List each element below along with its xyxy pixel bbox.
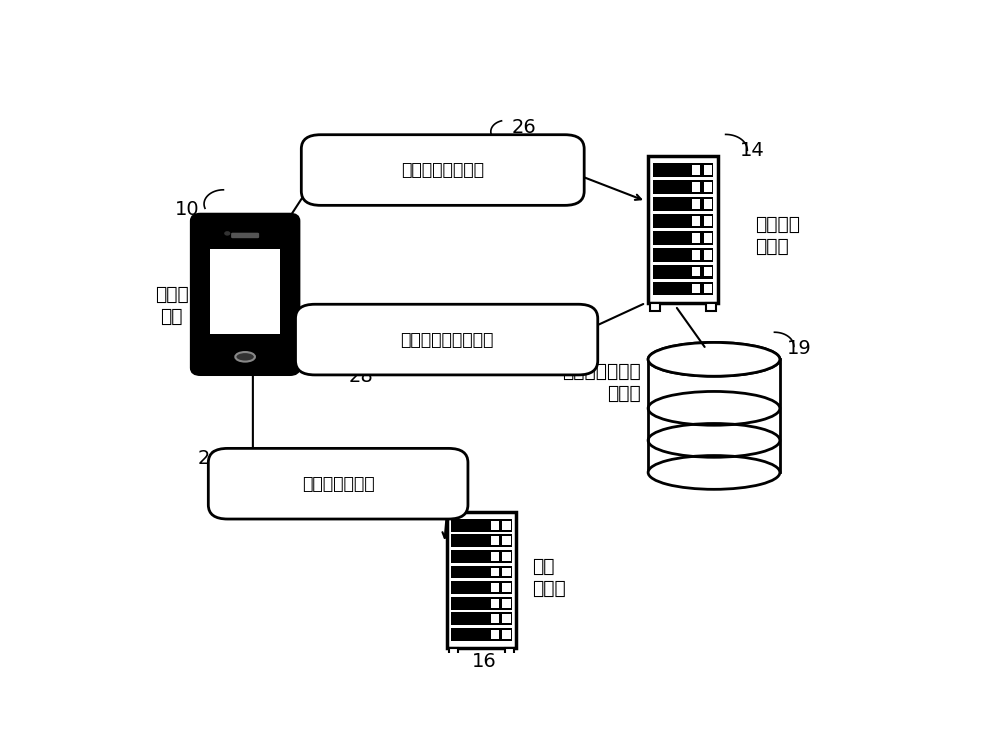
Ellipse shape — [648, 456, 780, 490]
Bar — [502, 614, 511, 623]
Bar — [653, 282, 713, 296]
FancyBboxPatch shape — [208, 448, 468, 519]
Bar — [491, 583, 499, 592]
Bar — [704, 216, 712, 226]
Bar — [491, 537, 499, 545]
Bar — [692, 182, 700, 192]
Text: 19: 19 — [787, 338, 812, 357]
Polygon shape — [648, 360, 780, 473]
Bar — [653, 265, 713, 278]
Text: 28: 28 — [349, 367, 374, 386]
Bar — [451, 550, 512, 563]
Text: 安全
服务器: 安全 服务器 — [532, 556, 566, 597]
Bar — [210, 249, 280, 334]
Text: 29: 29 — [198, 448, 223, 468]
Bar — [692, 233, 700, 243]
Ellipse shape — [648, 343, 780, 377]
Bar — [502, 599, 511, 608]
Bar — [704, 182, 712, 192]
Bar — [692, 165, 700, 175]
Bar — [704, 250, 712, 260]
Bar — [704, 165, 712, 175]
Bar — [502, 537, 511, 545]
Bar — [706, 303, 716, 311]
Bar — [653, 214, 713, 228]
Circle shape — [224, 231, 230, 236]
Text: 配置文件指示符: 配置文件指示符 — [302, 475, 374, 493]
FancyBboxPatch shape — [301, 135, 584, 206]
Bar — [491, 614, 499, 623]
Text: 26: 26 — [512, 118, 536, 137]
Text: 16: 16 — [471, 653, 496, 671]
FancyBboxPatch shape — [231, 233, 259, 239]
Bar — [451, 519, 512, 531]
Bar — [491, 567, 499, 576]
Bar — [502, 552, 511, 561]
Bar — [650, 303, 660, 311]
Bar — [505, 647, 514, 655]
Bar — [451, 534, 512, 547]
Bar — [692, 283, 700, 294]
Bar — [502, 520, 511, 530]
FancyBboxPatch shape — [296, 305, 598, 375]
Ellipse shape — [235, 352, 255, 362]
Bar — [704, 266, 712, 277]
Bar — [502, 630, 511, 639]
Bar — [648, 156, 718, 303]
Bar — [704, 199, 712, 209]
Bar — [491, 599, 499, 608]
Bar — [447, 512, 516, 647]
Text: 客户端
装置: 客户端 装置 — [155, 286, 188, 326]
Bar — [692, 216, 700, 226]
Text: 14: 14 — [740, 141, 765, 160]
Text: 域名服务
服务器: 域名服务 服务器 — [755, 214, 800, 255]
Text: 10: 10 — [175, 200, 199, 219]
Bar — [653, 181, 713, 194]
Ellipse shape — [648, 343, 780, 377]
Bar — [704, 283, 712, 294]
Bar — [653, 197, 713, 211]
Bar — [502, 583, 511, 592]
Bar — [653, 248, 713, 261]
Bar — [451, 581, 512, 594]
FancyBboxPatch shape — [191, 214, 299, 374]
Bar — [451, 612, 512, 625]
Text: 客户端配置文件
数据库: 客户端配置文件 数据库 — [562, 361, 640, 402]
Bar — [451, 566, 512, 578]
Bar — [491, 520, 499, 530]
Bar — [653, 231, 713, 244]
Bar — [692, 266, 700, 277]
Bar — [449, 647, 458, 655]
Bar — [491, 630, 499, 639]
Bar — [692, 199, 700, 209]
Bar — [704, 233, 712, 243]
Bar — [451, 597, 512, 609]
Text: 标记域名服务查询: 标记域名服务查询 — [401, 161, 484, 179]
Bar — [502, 567, 511, 576]
Bar — [692, 250, 700, 260]
Bar — [451, 628, 512, 641]
Bar — [653, 163, 713, 177]
Text: 加旗标域名服务应答: 加旗标域名服务应答 — [400, 330, 493, 349]
Bar — [491, 552, 499, 561]
